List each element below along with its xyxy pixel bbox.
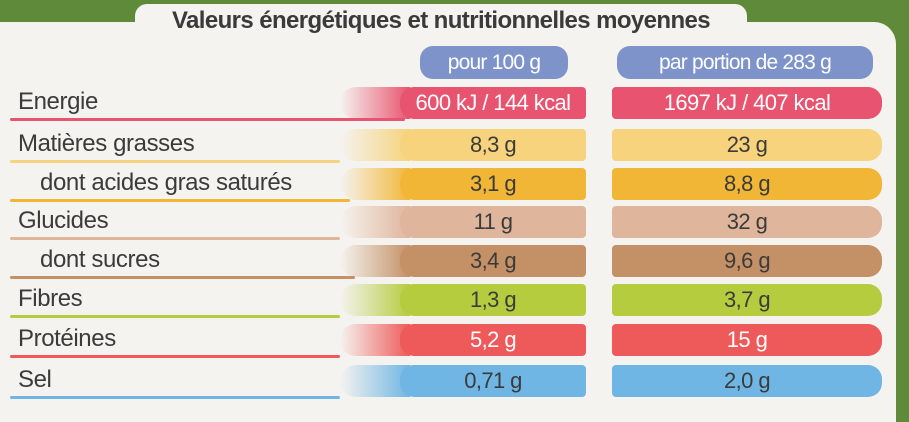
row-label: dont sucres <box>40 245 160 275</box>
row-underline <box>10 276 355 279</box>
row-underline <box>10 355 340 358</box>
value-per-100g: 11 g <box>400 206 586 238</box>
table-title: Valeurs énergétiques et nutritionnelles … <box>172 7 710 35</box>
value-per-portion: 32 g <box>612 206 882 238</box>
value-per-portion: 2,0 g <box>612 365 882 397</box>
row-label: Protéines <box>18 324 116 354</box>
row-underline <box>10 315 340 318</box>
row-label: Energie <box>18 87 98 117</box>
column-header-per-100g: pour 100 g <box>420 46 568 79</box>
value-per-portion: 1697 kJ / 407 kcal <box>612 87 882 119</box>
value-per-portion: 9,6 g <box>612 245 882 277</box>
column-header-per-portion: par portion de 283 g <box>617 46 873 79</box>
value-per-portion: 15 g <box>612 324 882 356</box>
row-underline <box>10 237 340 240</box>
row-underline <box>10 396 340 399</box>
row-label: Matières grasses <box>18 129 194 159</box>
value-per-portion: 23 g <box>612 129 882 161</box>
title-box: Valeurs énergétiques et nutritionnelles … <box>135 4 747 38</box>
value-per-100g: 5,2 g <box>400 324 586 356</box>
value-per-100g: 0,71 g <box>400 365 586 397</box>
row-underline <box>10 118 405 121</box>
row-underline <box>10 199 350 202</box>
value-per-100g: 3,1 g <box>400 168 586 200</box>
value-per-100g: 1,3 g <box>400 284 586 316</box>
row-label: dont acides gras saturés <box>40 168 292 198</box>
row-underline <box>10 160 340 163</box>
value-per-100g: 3,4 g <box>400 245 586 277</box>
row-label: Fibres <box>18 284 82 314</box>
row-label: Sel <box>18 365 52 395</box>
value-per-portion: 8,8 g <box>612 168 882 200</box>
value-per-100g: 600 kJ / 144 kcal <box>400 87 586 119</box>
value-per-portion: 3,7 g <box>612 284 882 316</box>
value-per-100g: 8,3 g <box>400 129 586 161</box>
row-label: Glucides <box>18 206 108 236</box>
